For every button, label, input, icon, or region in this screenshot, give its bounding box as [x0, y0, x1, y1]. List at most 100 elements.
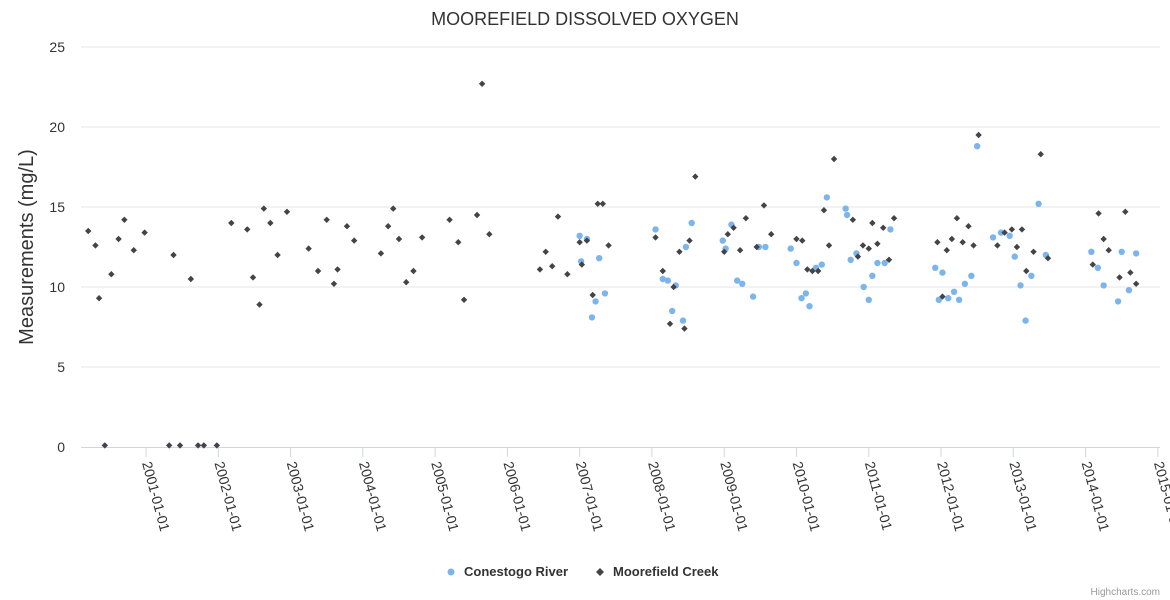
data-point[interactable]	[890, 215, 898, 222]
data-point[interactable]	[760, 202, 768, 209]
data-point[interactable]	[749, 293, 757, 300]
data-point[interactable]	[820, 207, 828, 214]
data-point[interactable]	[1017, 282, 1024, 289]
data-point[interactable]	[887, 226, 894, 233]
data-point[interactable]	[594, 200, 601, 207]
data-point[interactable]	[802, 290, 810, 297]
data-point[interactable]	[1125, 287, 1133, 294]
data-point[interactable]	[686, 237, 693, 244]
data-point[interactable]	[742, 215, 750, 222]
data-point[interactable]	[115, 235, 122, 243]
data-point[interactable]	[730, 224, 737, 231]
data-point[interactable]	[305, 245, 312, 252]
data-point[interactable]	[1089, 261, 1096, 268]
data-point[interactable]	[334, 266, 341, 273]
data-point[interactable]	[809, 267, 816, 275]
data-point[interactable]	[860, 283, 867, 291]
data-point[interactable]	[486, 231, 493, 238]
data-point[interactable]	[1001, 229, 1008, 236]
data-point[interactable]	[652, 234, 659, 241]
data-point[interactable]	[605, 242, 612, 249]
data-point[interactable]	[554, 213, 562, 220]
data-point[interactable]	[101, 442, 109, 449]
data-point[interactable]	[1122, 208, 1129, 215]
data-point[interactable]	[213, 442, 221, 449]
data-point[interactable]	[682, 243, 690, 251]
data-point[interactable]	[859, 242, 867, 249]
data-point[interactable]	[601, 290, 609, 297]
data-point[interactable]	[793, 259, 800, 267]
data-point[interactable]	[932, 264, 939, 271]
data-point[interactable]	[1105, 247, 1112, 254]
legend-item-conestogo-river[interactable]: Conestogo River	[447, 564, 569, 579]
legend[interactable]: Conestogo River Moorefield Creek	[447, 564, 720, 579]
data-point[interactable]	[874, 259, 881, 267]
data-point[interactable]	[589, 291, 596, 299]
data-point[interactable]	[244, 226, 251, 233]
credits-link[interactable]: Highcharts.com	[1091, 587, 1160, 598]
data-point[interactable]	[955, 296, 963, 303]
data-point[interactable]	[688, 219, 695, 227]
data-point[interactable]	[1013, 243, 1021, 251]
data-point[interactable]	[814, 267, 822, 275]
data-point[interactable]	[843, 211, 851, 219]
data-point[interactable]	[283, 208, 291, 215]
data-point[interactable]	[170, 251, 177, 259]
data-point[interactable]	[418, 234, 426, 241]
data-point[interactable]	[187, 275, 195, 283]
data-point[interactable]	[576, 232, 583, 239]
data-point[interactable]	[542, 248, 549, 255]
data-point[interactable]	[664, 277, 672, 284]
data-point[interactable]	[330, 280, 338, 287]
data-point[interactable]	[973, 143, 981, 150]
data-point[interactable]	[1095, 210, 1102, 217]
data-point[interactable]	[343, 223, 351, 230]
data-point[interactable]	[1132, 280, 1140, 287]
data-point[interactable]	[1035, 200, 1042, 207]
data-point[interactable]	[1116, 274, 1123, 281]
data-point[interactable]	[939, 293, 946, 300]
data-point[interactable]	[249, 274, 257, 281]
data-point[interactable]	[536, 266, 544, 273]
data-point[interactable]	[1132, 250, 1140, 257]
data-point[interactable]	[384, 223, 392, 230]
data-point[interactable]	[666, 320, 674, 327]
data-point[interactable]	[200, 442, 208, 449]
data-point[interactable]	[994, 242, 1001, 249]
data-point[interactable]	[681, 325, 688, 332]
data-point[interactable]	[959, 239, 966, 246]
data-point[interactable]	[314, 267, 322, 275]
data-point[interactable]	[881, 259, 888, 267]
data-point[interactable]	[564, 271, 571, 278]
data-point[interactable]	[194, 442, 202, 449]
data-point[interactable]	[739, 280, 746, 287]
data-point[interactable]	[165, 442, 173, 449]
data-point[interactable]	[767, 231, 775, 238]
data-point[interactable]	[446, 216, 453, 223]
data-point[interactable]	[1100, 282, 1107, 289]
data-point[interactable]	[804, 266, 811, 273]
data-point[interactable]	[753, 243, 760, 251]
data-point[interactable]	[869, 219, 876, 227]
data-point[interactable]	[798, 295, 805, 302]
data-point[interactable]	[950, 288, 958, 295]
data-point[interactable]	[473, 211, 481, 219]
data-point[interactable]	[478, 80, 486, 87]
data-point[interactable]	[668, 307, 676, 315]
data-point[interactable]	[1044, 255, 1052, 262]
data-point[interactable]	[830, 155, 838, 163]
data-point[interactable]	[989, 234, 997, 241]
data-point[interactable]	[390, 205, 397, 212]
data-point[interactable]	[92, 242, 99, 249]
data-point[interactable]	[592, 298, 599, 305]
data-point[interactable]	[734, 277, 741, 284]
data-point[interactable]	[818, 261, 825, 268]
data-point[interactable]	[736, 247, 744, 254]
data-point[interactable]	[793, 235, 800, 243]
data-point[interactable]	[961, 280, 969, 287]
data-point[interactable]	[1118, 248, 1125, 255]
data-point[interactable]	[403, 279, 410, 286]
data-point[interactable]	[1030, 248, 1037, 255]
data-point[interactable]	[885, 256, 893, 263]
data-point[interactable]	[395, 235, 403, 243]
